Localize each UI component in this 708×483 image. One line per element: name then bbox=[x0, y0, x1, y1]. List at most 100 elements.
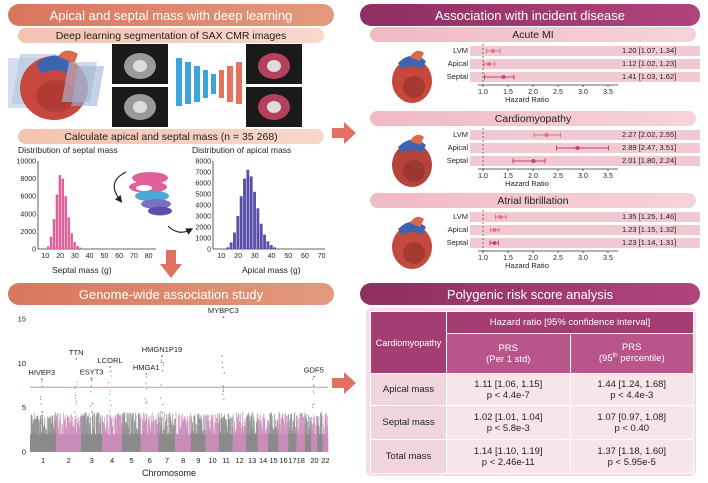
forest-tick-label: 2.0 bbox=[528, 255, 538, 262]
forest-row-label: Apical bbox=[447, 225, 468, 234]
chromosome-label: 18 bbox=[297, 456, 305, 465]
table-row: Total mass 1.14 [1.10, 1.19] p < 2.46e-11… bbox=[370, 439, 694, 474]
forest-row bbox=[470, 238, 700, 248]
forest-row-label: LVM bbox=[453, 212, 468, 221]
prs-col1-header: PRS (Per 1 std) bbox=[446, 333, 571, 374]
forest-tick-label: 3.5 bbox=[603, 255, 613, 262]
histogram-bar bbox=[49, 236, 53, 249]
x-tick-label: 10 bbox=[41, 253, 49, 260]
septal-hist-title: Distribution of septal mass bbox=[18, 145, 118, 155]
forest-axis-label: Hazard Ratio bbox=[505, 179, 549, 188]
gene-label: HMGN1P19 bbox=[142, 345, 182, 354]
forest-row-label: LVM bbox=[453, 46, 468, 55]
x-tick-label: 40 bbox=[86, 253, 94, 260]
forest-row bbox=[470, 225, 700, 235]
forest-ci-text: 2.01 [1.80, 2.24] bbox=[622, 156, 677, 165]
x-tick-label: 20 bbox=[234, 253, 242, 260]
forest-tick-label: 2.0 bbox=[528, 89, 538, 96]
histogram-bar bbox=[58, 175, 62, 249]
forest-ci-text: 1.12 [1.02, 1.23] bbox=[622, 59, 677, 68]
x-tick-label: 50 bbox=[284, 253, 292, 260]
chromosome-base bbox=[140, 434, 159, 452]
histogram-bar bbox=[226, 247, 230, 249]
histogram-bar bbox=[239, 196, 243, 249]
x-tick-label: 10 bbox=[217, 253, 225, 260]
chromosome-label: 4 bbox=[110, 456, 114, 465]
gwas-peak bbox=[90, 377, 93, 380]
hazard-ratio-point bbox=[487, 62, 491, 66]
chromosome-base bbox=[278, 434, 289, 452]
histogram-bar bbox=[233, 232, 236, 249]
chromosome-label: 22 bbox=[321, 456, 329, 465]
hazard-ratio-point bbox=[544, 133, 549, 137]
gwas-peak bbox=[312, 375, 315, 378]
forest-group-title: Acute MI bbox=[370, 27, 696, 42]
forest-row-label: Apical bbox=[447, 143, 468, 152]
forest-tick-label: 1.5 bbox=[503, 255, 513, 262]
y-tick-label: 2000 bbox=[20, 229, 36, 236]
chromosome-base bbox=[232, 434, 247, 452]
panel-title-incident-disease: Association with incident disease bbox=[360, 4, 700, 26]
forest-tick-label: 1.5 bbox=[503, 173, 513, 180]
x-tick-label: 50 bbox=[100, 253, 108, 260]
y-tick-label: 8000 bbox=[195, 159, 211, 166]
forest-group-title: Cardiomyopathy bbox=[370, 111, 696, 126]
chromosome-base bbox=[205, 434, 220, 452]
heart-slices-illustration bbox=[8, 50, 105, 120]
y-tick-label: 0 bbox=[32, 247, 36, 254]
panel-title-gwas: Genome-wide association study bbox=[8, 283, 334, 305]
y-tick-label: 4000 bbox=[20, 211, 36, 218]
forest-ci-text: 2.27 [2.02, 2.55] bbox=[622, 130, 677, 139]
prs-row-header: Cardiomyopathy bbox=[370, 311, 447, 374]
chromosome-label: 1 bbox=[41, 456, 45, 465]
forest-plot: 1.0 1.5 2.0 2.5 3.0 3.5 Hazard Ratio bbox=[478, 44, 618, 104]
forest-axis-label: Hazard Ratio bbox=[505, 95, 549, 104]
septal-hist-xlabel: Septal mass (g) bbox=[52, 265, 112, 275]
forest-row bbox=[470, 130, 700, 140]
forest-tick-label: 2.5 bbox=[553, 173, 563, 180]
forest-row bbox=[470, 212, 700, 222]
forest-row bbox=[470, 46, 700, 56]
chromosome-label: 15 bbox=[269, 456, 277, 465]
histogram-bar bbox=[229, 242, 233, 249]
chromosome-base bbox=[304, 434, 312, 452]
hazard-ratio-point bbox=[491, 49, 495, 53]
gwas-peak bbox=[109, 365, 112, 368]
gene-label: HMGA1 bbox=[133, 363, 160, 372]
lv-wedge-illustration bbox=[113, 171, 194, 235]
chromosome-base bbox=[219, 434, 233, 452]
y-tick-label: 5 bbox=[22, 403, 26, 412]
forest-row bbox=[470, 156, 700, 166]
y-tick-label: 8000 bbox=[20, 176, 36, 183]
forest-tick-label: 3.0 bbox=[578, 173, 588, 180]
forest-tick-label: 3.0 bbox=[578, 255, 588, 262]
chromosome-base bbox=[322, 434, 328, 452]
chromosome-label: 11 bbox=[222, 456, 230, 465]
hazard-ratio-point bbox=[501, 75, 506, 79]
y-tick-label: 3000 bbox=[195, 214, 211, 221]
histogram-bar bbox=[55, 194, 59, 249]
hazard-ratio-point bbox=[575, 146, 580, 150]
table-row: Apical mass 1.11 [1.06, 1.15] p < 4.4e-7 … bbox=[370, 373, 694, 406]
x-tick-label: 70 bbox=[318, 253, 326, 260]
forest-ci-text: 1.23 [1.15, 1.32] bbox=[622, 225, 677, 234]
chromosome-base bbox=[81, 434, 103, 452]
right-arrow-icon bbox=[332, 122, 356, 144]
forest-ci-text: 1.35 [1.25, 1.46] bbox=[622, 212, 677, 221]
histogram-bar bbox=[253, 191, 256, 249]
gene-label: HIVEP3 bbox=[28, 368, 55, 377]
hazard-ratio-point bbox=[498, 215, 503, 219]
heart-icon bbox=[392, 134, 432, 187]
forest-group-title: Atrial fibrillation bbox=[370, 193, 696, 208]
forest-ci-text: 1.23 [1.14, 1.31] bbox=[622, 238, 677, 247]
gwas-peak bbox=[40, 378, 43, 381]
histogram-bar bbox=[256, 208, 260, 249]
forest-tick-label: 1.0 bbox=[478, 89, 488, 96]
forest-plot: 1.0 1.5 2.0 2.5 3.0 3.5 Hazard Ratio bbox=[478, 128, 618, 188]
chromosome-base bbox=[122, 434, 141, 452]
chromosome-base bbox=[158, 434, 176, 452]
forest-row-label: Septal bbox=[446, 238, 468, 247]
table-row: Septal mass 1.02 [1.01, 1.04] p < 5.8e-3 … bbox=[370, 405, 694, 440]
chromosome-label: 8 bbox=[181, 456, 185, 465]
forest-tick-label: 1.0 bbox=[478, 255, 488, 262]
